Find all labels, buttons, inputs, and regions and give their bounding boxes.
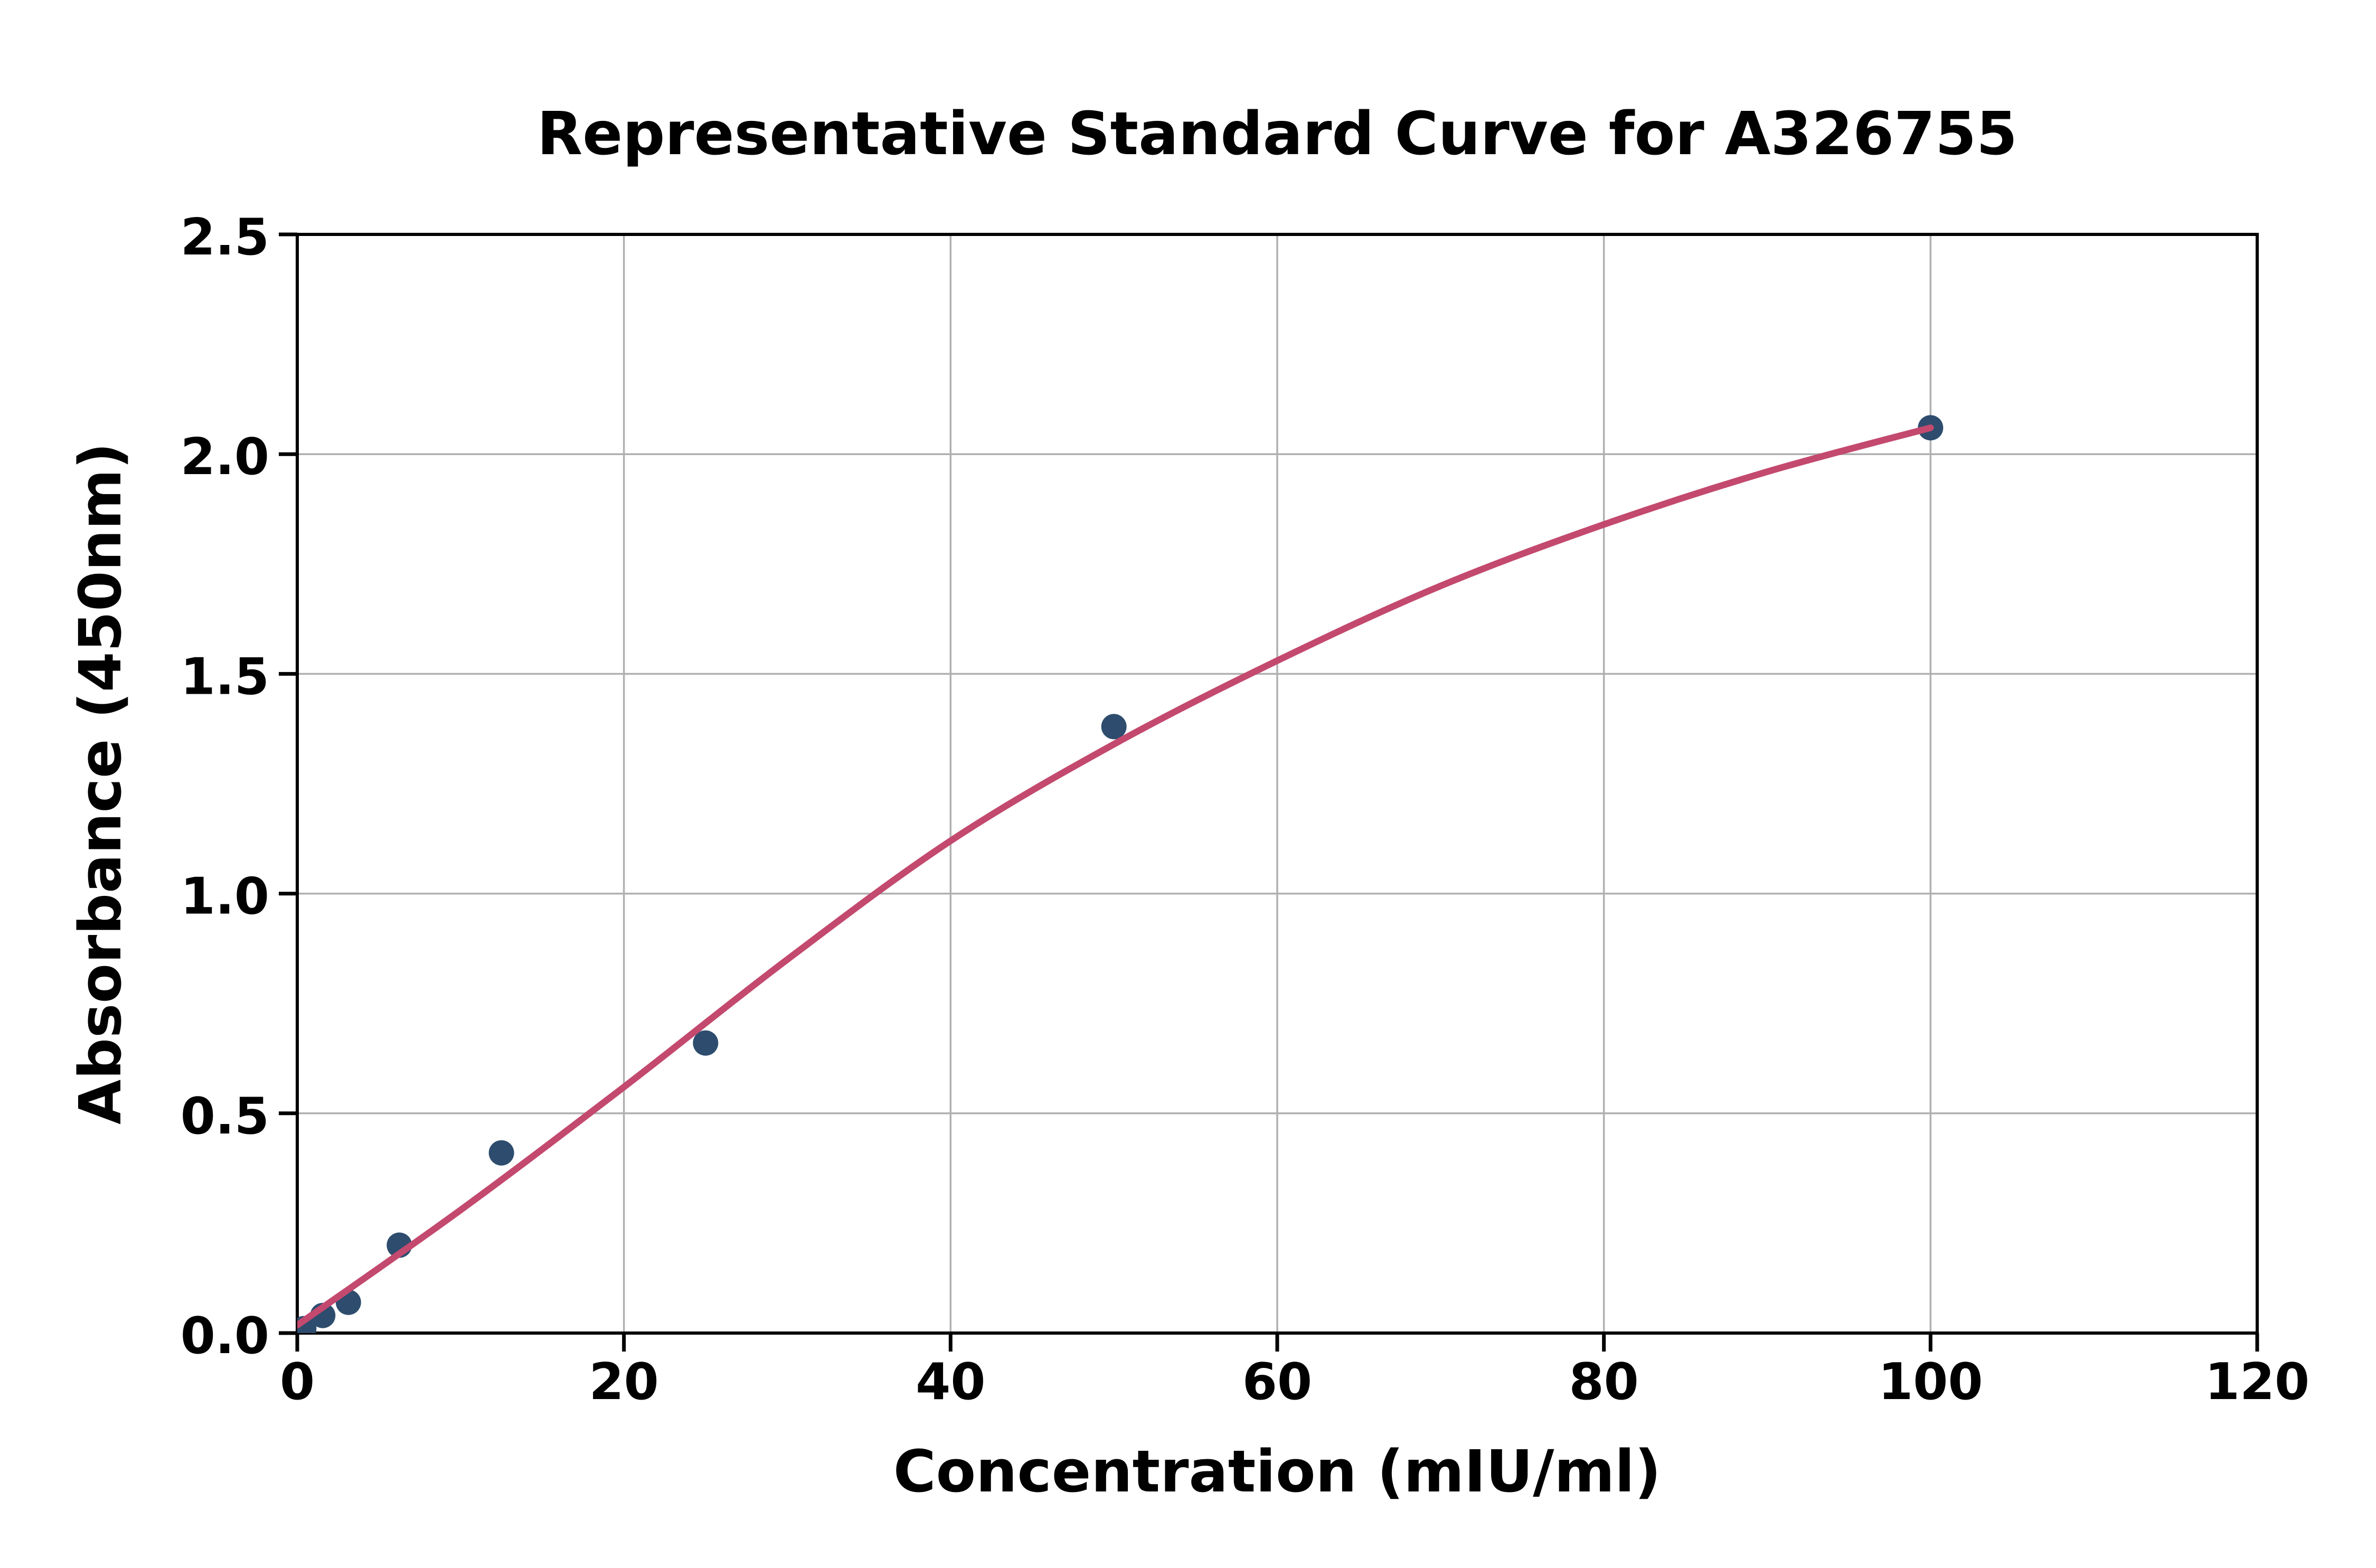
gridlines [297,234,2257,1333]
x-tick-label: 20 [589,1353,659,1411]
x-tick-label: 100 [1878,1353,1983,1411]
data-point [693,1030,719,1056]
x-tick-label: 0 [280,1353,315,1411]
x-tick-label: 60 [1242,1353,1312,1411]
y-tick-label: 2.5 [181,209,269,267]
tick-labels: 0 20 40 60 80 100 120 0.0 0.5 1.0 1.5 2.0 2.5 [181,209,2309,1411]
x-axis-label: Concentration (mIU/ml) [893,1438,1661,1505]
x-tick-label: 40 [916,1353,985,1411]
chart-title: Representative Standard Curve for A32675… [537,100,2017,168]
fit-curve-group [297,424,1934,1329]
y-tick-label: 1.5 [181,648,269,706]
y-tick-label: 1.0 [181,868,269,926]
x-tick-label: 120 [2205,1353,2309,1411]
data-point [488,1140,514,1166]
data-points [297,415,1944,1333]
y-tick-label: 0.5 [181,1088,269,1146]
plot-spines [296,233,2259,1335]
y-tick-label: 0.0 [181,1307,269,1365]
y-tick-label: 2.0 [181,428,269,486]
data-point [1101,714,1127,740]
plot-area: 0 20 40 60 80 100 120 0.0 0.5 1.0 1.5 2.0 2.5 [181,209,2309,1411]
y-axis-label: Absorbance (450nm) [67,442,134,1125]
tick-marks [279,232,2259,1352]
x-tick-label: 80 [1569,1353,1639,1411]
fit-curve [297,424,1934,1329]
